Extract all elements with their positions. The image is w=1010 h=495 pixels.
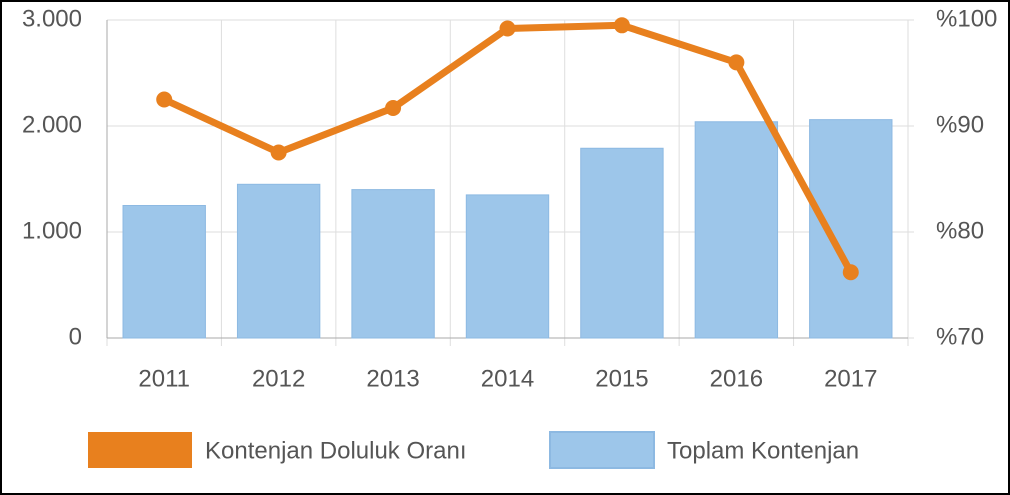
legend-swatch [88,432,192,468]
y-tick-label: 1.000 [22,217,82,244]
point [156,91,173,108]
point [499,20,516,37]
bar [580,147,664,339]
x-tick-label: 2016 [710,365,763,392]
point [842,264,859,281]
legend-label: Toplam Kontenjan [667,437,859,464]
bar [236,183,321,339]
point [270,144,287,161]
point [728,54,745,71]
x-tick-label: 2017 [824,365,877,392]
y-tick-label: 0 [69,323,82,350]
y2-tick-label: %90 [936,111,984,138]
x-tick-label: 2014 [481,365,534,392]
bar [694,121,779,339]
y-tick-label: 2.000 [22,111,82,138]
y2-tick-label: %70 [936,323,984,350]
bar [351,189,435,339]
y-tick-label: 3.000 [22,5,82,32]
point [385,99,402,116]
bar [809,119,893,339]
x-tick-label: 2012 [252,365,305,392]
x-tick-label: 2011 [138,365,190,392]
y2-tick-label: %80 [936,217,984,244]
bar [465,194,550,339]
x-tick-label: 2015 [595,365,648,392]
bar [122,205,206,339]
legend-swatch [549,431,655,469]
y2-tick-label: %100 [936,5,997,32]
point [613,17,630,34]
legend-label: Kontenjan Doluluk Oranı [205,437,467,464]
x-tick-label: 2013 [366,365,419,392]
